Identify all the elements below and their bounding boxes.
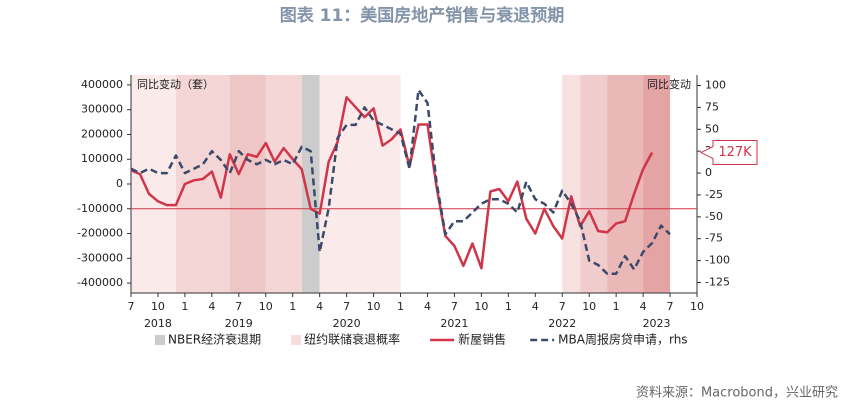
x-tick-label: 1 bbox=[181, 300, 188, 313]
y2-tick-label: 75 bbox=[705, 100, 719, 113]
shade-band bbox=[265, 75, 302, 293]
y-tick-label: 400000 bbox=[81, 78, 123, 91]
y2-tick-label: -75 bbox=[705, 232, 723, 245]
x-tick-label: 10 bbox=[690, 300, 704, 313]
year-label: 2018 bbox=[144, 317, 172, 330]
year-label: 2022 bbox=[548, 317, 576, 330]
x-tick-label: 4 bbox=[640, 300, 647, 313]
y-axis-label: 同比变动（套） bbox=[137, 77, 214, 91]
x-tick-label: 7 bbox=[343, 300, 350, 313]
shade-band bbox=[562, 75, 581, 293]
legend-label: 纽约联储衰退概率 bbox=[304, 332, 400, 347]
source: 资料来源：Macrobond，兴业研究 bbox=[636, 386, 838, 401]
x-tick-label: 7 bbox=[559, 300, 566, 313]
year-label: 2021 bbox=[440, 317, 468, 330]
x-tick-label: 10 bbox=[367, 300, 381, 313]
y-tick-label: -200000 bbox=[77, 227, 123, 240]
shade-band bbox=[301, 75, 320, 293]
x-tick-label: 7 bbox=[128, 300, 135, 313]
x-tick-label: 4 bbox=[532, 300, 539, 313]
callout-box bbox=[699, 140, 758, 166]
legend-label: 新屋销售 bbox=[458, 332, 506, 347]
year-label: 2020 bbox=[333, 317, 361, 330]
shade-band bbox=[131, 75, 176, 293]
x-tick-label: 10 bbox=[259, 300, 273, 313]
x-tick-label: 1 bbox=[613, 300, 620, 313]
x-tick-label: 10 bbox=[474, 300, 488, 313]
series-line bbox=[130, 96, 654, 270]
shade-band bbox=[229, 75, 266, 293]
year-label: 2019 bbox=[225, 317, 253, 330]
y-tick-label: 0 bbox=[116, 177, 123, 190]
shade-band bbox=[643, 75, 671, 293]
y2-tick-label: -50 bbox=[705, 210, 723, 223]
legend-swatch bbox=[155, 335, 165, 345]
shade-band bbox=[319, 75, 401, 293]
y-tick-label: 200000 bbox=[81, 127, 123, 140]
x-tick-label: 1 bbox=[397, 300, 404, 313]
y-tick-label: -300000 bbox=[77, 251, 123, 264]
callout: 127K bbox=[699, 140, 758, 166]
y2-axis-label: 同比变动 bbox=[647, 77, 691, 91]
x-tick-label: 7 bbox=[235, 300, 242, 313]
x-tick-label: 4 bbox=[316, 300, 323, 313]
x-tick-label: 7 bbox=[451, 300, 458, 313]
y2-tick-label: -100 bbox=[705, 254, 730, 267]
legend-label: MBA周报房贷申请，rhs bbox=[558, 332, 687, 347]
data-label: 127K bbox=[718, 145, 752, 160]
y-tick-label: 300000 bbox=[81, 103, 123, 116]
x-tick-label: 10 bbox=[582, 300, 596, 313]
x-tick-label: 1 bbox=[289, 300, 296, 313]
x-tick-label: 4 bbox=[424, 300, 431, 313]
y2-tick-label: -125 bbox=[705, 275, 730, 288]
y2-tick-label: 0 bbox=[705, 166, 712, 179]
x-tick-label: 4 bbox=[208, 300, 215, 313]
x-tick-label: 10 bbox=[151, 300, 165, 313]
series-line bbox=[130, 88, 671, 275]
y2-tick-label: 100 bbox=[705, 79, 726, 92]
y-tick-label: -100000 bbox=[77, 202, 123, 215]
x-tick-label: 1 bbox=[505, 300, 512, 313]
shade-band bbox=[580, 75, 608, 293]
y-tick-label: 100000 bbox=[81, 152, 123, 165]
chart-title: 图表 11：美国房地产销售与衰退预期 bbox=[280, 5, 565, 26]
y2-tick-label: 50 bbox=[705, 122, 719, 135]
y2-tick-label: -25 bbox=[705, 188, 723, 201]
y-tick-label: -400000 bbox=[77, 276, 123, 289]
year-label: 2023 bbox=[643, 317, 671, 330]
x-tick-label: 7 bbox=[667, 300, 674, 313]
legend-swatch bbox=[291, 335, 302, 345]
legend-label: NBER经济衰退期 bbox=[168, 332, 261, 347]
